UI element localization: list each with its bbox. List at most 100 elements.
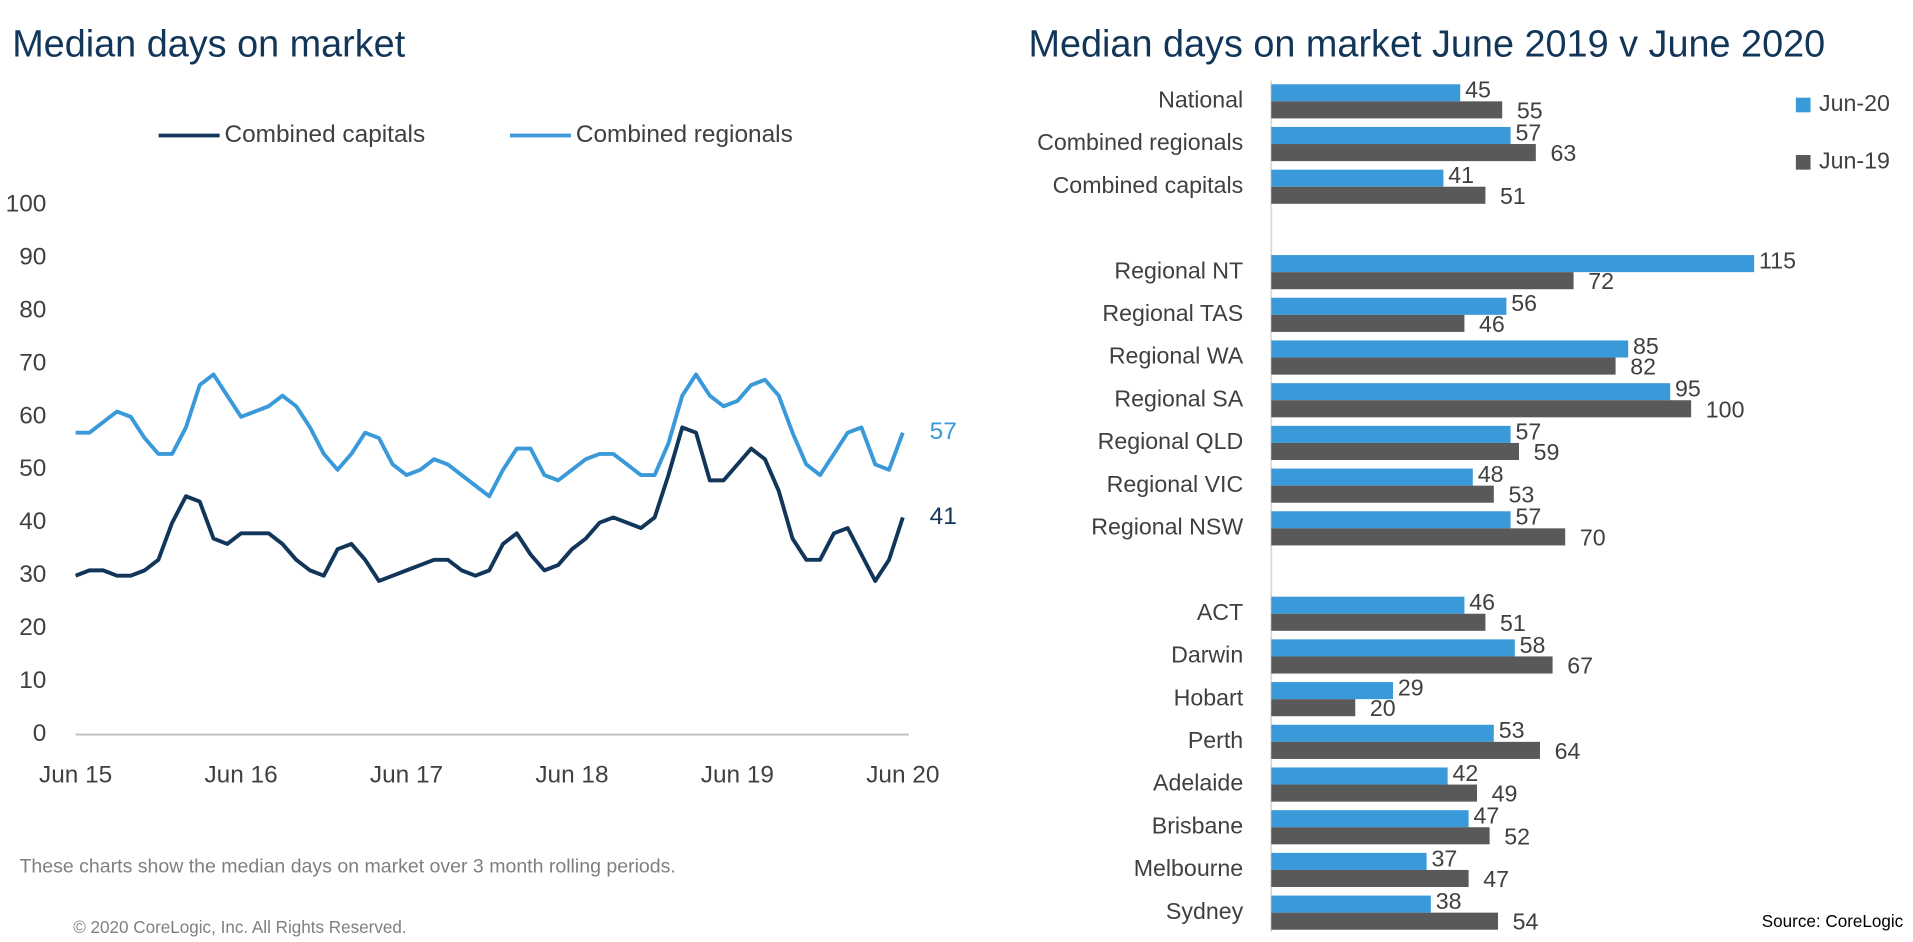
category-label: Regional NSW <box>1091 513 1243 539</box>
legend-swatch <box>1795 155 1811 170</box>
x-tick-label: Jun 18 <box>535 761 608 788</box>
bar <box>1271 126 1511 145</box>
x-tick-label: Jun 19 <box>701 761 774 788</box>
bar <box>1271 827 1490 845</box>
value-label: 47 <box>1483 866 1509 892</box>
bar <box>1271 101 1503 119</box>
y-tick-label: 90 <box>19 243 46 270</box>
legend-label: Combined regionals <box>576 121 793 148</box>
note: These charts show the median days on mar… <box>20 856 676 878</box>
category-label: Regional TAS <box>1102 300 1243 326</box>
bar <box>1271 468 1473 486</box>
value-label: 20 <box>1370 695 1396 721</box>
category-label: Regional NT <box>1114 257 1243 283</box>
bar <box>1271 511 1511 529</box>
value-label: 56 <box>1511 290 1537 316</box>
value-label: 95 <box>1675 376 1701 402</box>
category-label: ACT <box>1197 599 1243 625</box>
value-label: 70 <box>1580 524 1606 550</box>
value-label: 52 <box>1504 823 1530 849</box>
bar <box>1271 869 1469 888</box>
y-tick-label: 40 <box>19 508 46 535</box>
category-label: Perth <box>1188 727 1243 753</box>
category-label: Darwin <box>1171 642 1243 668</box>
y-tick-label: 10 <box>19 667 46 694</box>
bar-title: Median days on market June 2019 v June 2… <box>1028 23 1825 65</box>
value-label: 64 <box>1555 738 1581 764</box>
y-tick-label: 60 <box>19 402 46 429</box>
end-label: 41 <box>930 503 957 530</box>
bar <box>1271 314 1465 332</box>
bar <box>1271 852 1427 870</box>
value-label: 42 <box>1453 760 1479 786</box>
bar <box>1271 425 1511 443</box>
value-label: 29 <box>1398 675 1424 701</box>
bar <box>1271 144 1536 162</box>
end-label: 57 <box>930 418 957 445</box>
value-label: 85 <box>1633 333 1659 359</box>
value-label: 58 <box>1520 632 1546 658</box>
bar <box>1271 169 1444 187</box>
category-label: Regional WA <box>1109 343 1244 369</box>
value-label: 115 <box>1759 248 1796 274</box>
bar <box>1271 297 1507 315</box>
legend-swatch <box>1795 97 1811 113</box>
bar <box>1271 357 1616 375</box>
bar <box>1271 784 1478 802</box>
source: Source: CoreLogic <box>1762 912 1904 931</box>
value-label: 37 <box>1432 845 1458 871</box>
category-label: Brisbane <box>1152 812 1243 838</box>
bar <box>1271 596 1465 614</box>
category-label: Combined regionals <box>1037 129 1243 155</box>
value-label: 46 <box>1479 311 1505 337</box>
bar <box>1271 400 1692 418</box>
value-label: 51 <box>1500 610 1526 636</box>
category-label: Melbourne <box>1134 855 1244 881</box>
bar <box>1271 912 1499 930</box>
bar <box>1271 84 1461 102</box>
x-tick-label: Jun 20 <box>866 761 939 788</box>
category-label: Sydney <box>1166 898 1244 924</box>
y-tick-label: 100 <box>6 190 47 217</box>
bar <box>1271 186 1486 204</box>
bar <box>1271 485 1494 503</box>
legend-label: Combined capitals <box>224 121 425 148</box>
y-tick-label: 80 <box>19 296 46 323</box>
x-tick-label: Jun 15 <box>39 761 112 788</box>
value-label: 53 <box>1499 717 1525 743</box>
bar <box>1271 528 1566 546</box>
y-tick-label: 50 <box>19 455 46 482</box>
value-label: 82 <box>1630 354 1656 380</box>
value-label: 67 <box>1567 653 1593 679</box>
category-label: National <box>1158 86 1243 112</box>
bar <box>1271 255 1755 273</box>
value-label: 57 <box>1515 418 1541 444</box>
bar <box>1271 613 1486 631</box>
line-series <box>75 372 905 499</box>
bar <box>1271 810 1469 828</box>
value-label: 46 <box>1469 589 1495 615</box>
bar <box>1271 767 1448 785</box>
y-tick-label: 20 <box>19 614 46 641</box>
value-label: 57 <box>1515 504 1541 530</box>
legend-label: Jun-20 <box>1819 90 1890 116</box>
value-label: 38 <box>1436 888 1462 914</box>
bar <box>1271 895 1431 913</box>
value-label: 72 <box>1588 268 1614 294</box>
bar <box>1271 682 1394 700</box>
value-label: 59 <box>1534 439 1560 465</box>
bar <box>1271 272 1574 290</box>
value-label: 63 <box>1550 140 1576 166</box>
value-label: 45 <box>1465 77 1491 103</box>
bar <box>1271 656 1553 674</box>
value-label: 49 <box>1492 781 1518 807</box>
bar <box>1271 741 1540 759</box>
legend-label: Jun-19 <box>1819 147 1890 173</box>
category-label: Regional VIC <box>1107 471 1244 497</box>
line-series <box>74 425 905 583</box>
value-label: 48 <box>1478 461 1504 487</box>
value-label: 57 <box>1515 119 1541 145</box>
bar <box>1271 699 1356 717</box>
value-label: 51 <box>1500 183 1526 209</box>
